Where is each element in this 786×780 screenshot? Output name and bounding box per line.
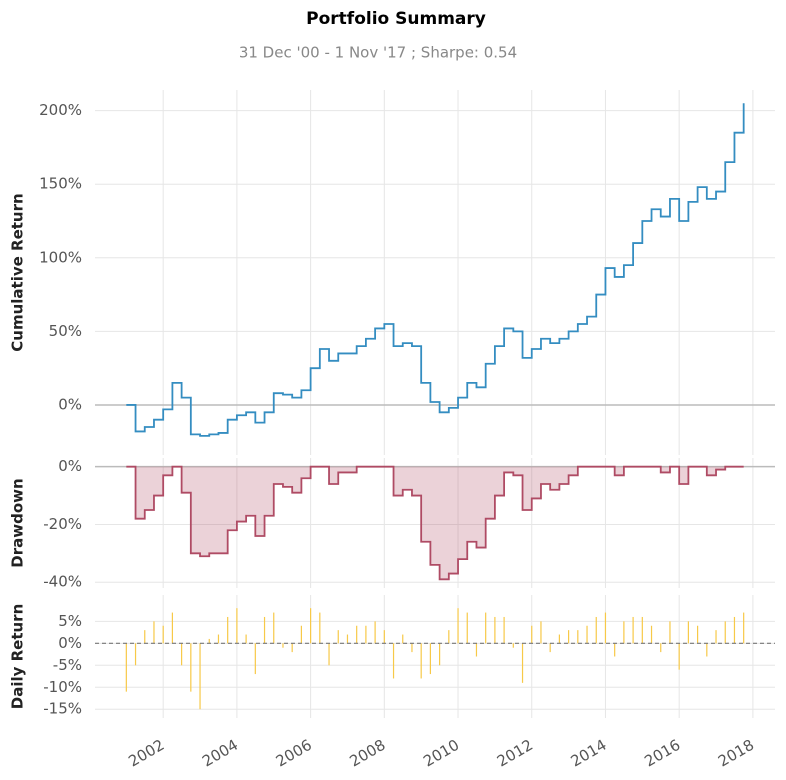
bar — [134, 643, 137, 666]
bar — [632, 616, 634, 644]
bar — [365, 625, 367, 644]
y-tick-label: -10% — [43, 678, 82, 696]
line — [126, 103, 745, 437]
x-tick-label: 2004 — [199, 736, 241, 771]
y-tick-label: -5% — [53, 656, 82, 674]
bar — [236, 608, 238, 644]
bar — [540, 621, 542, 644]
chart-subtitle: 31 Dec '00 - 1 Nov '17 ; Sharpe: 0.54 — [239, 44, 517, 62]
bar — [724, 621, 726, 644]
bar — [678, 643, 680, 670]
bar — [614, 643, 616, 657]
y-tick-label: 150% — [39, 175, 82, 193]
x-tick-label: 2006 — [273, 736, 315, 771]
bar — [687, 621, 689, 644]
bar — [466, 612, 468, 644]
bar — [411, 643, 413, 653]
bar — [319, 612, 321, 644]
x-tick-label: 2008 — [347, 736, 389, 771]
bar — [521, 643, 524, 683]
bar — [254, 643, 256, 675]
bar — [337, 630, 339, 644]
x-tick-label: 2016 — [641, 736, 683, 771]
bar — [217, 634, 220, 644]
area — [126, 466, 744, 580]
bar — [485, 612, 487, 644]
bar — [392, 643, 395, 679]
y-tick-label: 0% — [58, 395, 82, 413]
line — [126, 465, 744, 581]
bar — [282, 643, 284, 648]
y-tick-label: -20% — [43, 515, 82, 533]
bar — [669, 621, 671, 644]
bar — [706, 643, 708, 657]
bar — [300, 625, 302, 644]
bar — [715, 630, 717, 644]
x-tick-label: 2014 — [568, 736, 610, 771]
bar — [641, 616, 643, 644]
bar — [457, 608, 459, 644]
bar — [420, 643, 422, 679]
y-tick-label: 100% — [39, 248, 82, 266]
bar — [586, 625, 588, 644]
bar — [503, 616, 505, 644]
bar — [310, 608, 312, 644]
bar — [531, 625, 533, 644]
bar — [604, 612, 607, 644]
bar — [549, 643, 551, 653]
bar — [577, 630, 579, 644]
bar — [429, 643, 431, 675]
bar — [153, 621, 155, 644]
y-axis-label: Daily Return — [9, 604, 27, 710]
bar — [568, 630, 570, 644]
x-tick-label: 2010 — [420, 736, 462, 771]
bar — [199, 643, 201, 710]
bar — [328, 643, 330, 666]
bar — [558, 634, 560, 644]
bar — [623, 621, 625, 644]
bar — [227, 616, 229, 644]
bar — [494, 616, 496, 644]
y-tick-label: 50% — [49, 322, 82, 340]
bar — [171, 612, 173, 644]
bar — [291, 643, 293, 653]
y-tick-label: 200% — [39, 101, 82, 119]
bar — [208, 638, 210, 644]
bar — [448, 630, 450, 644]
bar — [273, 612, 275, 644]
y-tick-label: 5% — [58, 612, 82, 630]
bar — [475, 643, 478, 657]
bar — [162, 625, 164, 644]
bar — [181, 643, 183, 666]
y-tick-label: 0% — [58, 457, 82, 475]
x-tick-label: 2012 — [494, 736, 536, 771]
bar — [743, 612, 745, 644]
y-tick-label: -15% — [43, 700, 82, 718]
bar — [356, 625, 358, 644]
chart-title: Portfolio Summary — [306, 9, 486, 29]
bar — [733, 616, 736, 644]
bar — [697, 625, 699, 644]
bar — [263, 616, 266, 644]
bar — [190, 643, 192, 692]
bar — [512, 643, 514, 648]
y-axis-label: Cumulative Return — [9, 193, 27, 351]
bar — [245, 634, 247, 644]
bar — [402, 634, 404, 644]
bar — [383, 630, 385, 644]
bar — [374, 621, 376, 644]
x-tick-label: 2002 — [125, 736, 167, 771]
bar — [439, 643, 441, 666]
x-tick-label: 2018 — [715, 736, 757, 771]
bar — [595, 616, 597, 644]
bar — [346, 634, 349, 644]
bar — [125, 643, 127, 692]
bar — [144, 630, 146, 644]
bar — [650, 625, 653, 644]
y-tick-label: -40% — [43, 573, 82, 591]
y-axis-label: Drawdown — [9, 478, 27, 567]
y-tick-label: 0% — [58, 634, 82, 652]
bar — [660, 643, 662, 653]
